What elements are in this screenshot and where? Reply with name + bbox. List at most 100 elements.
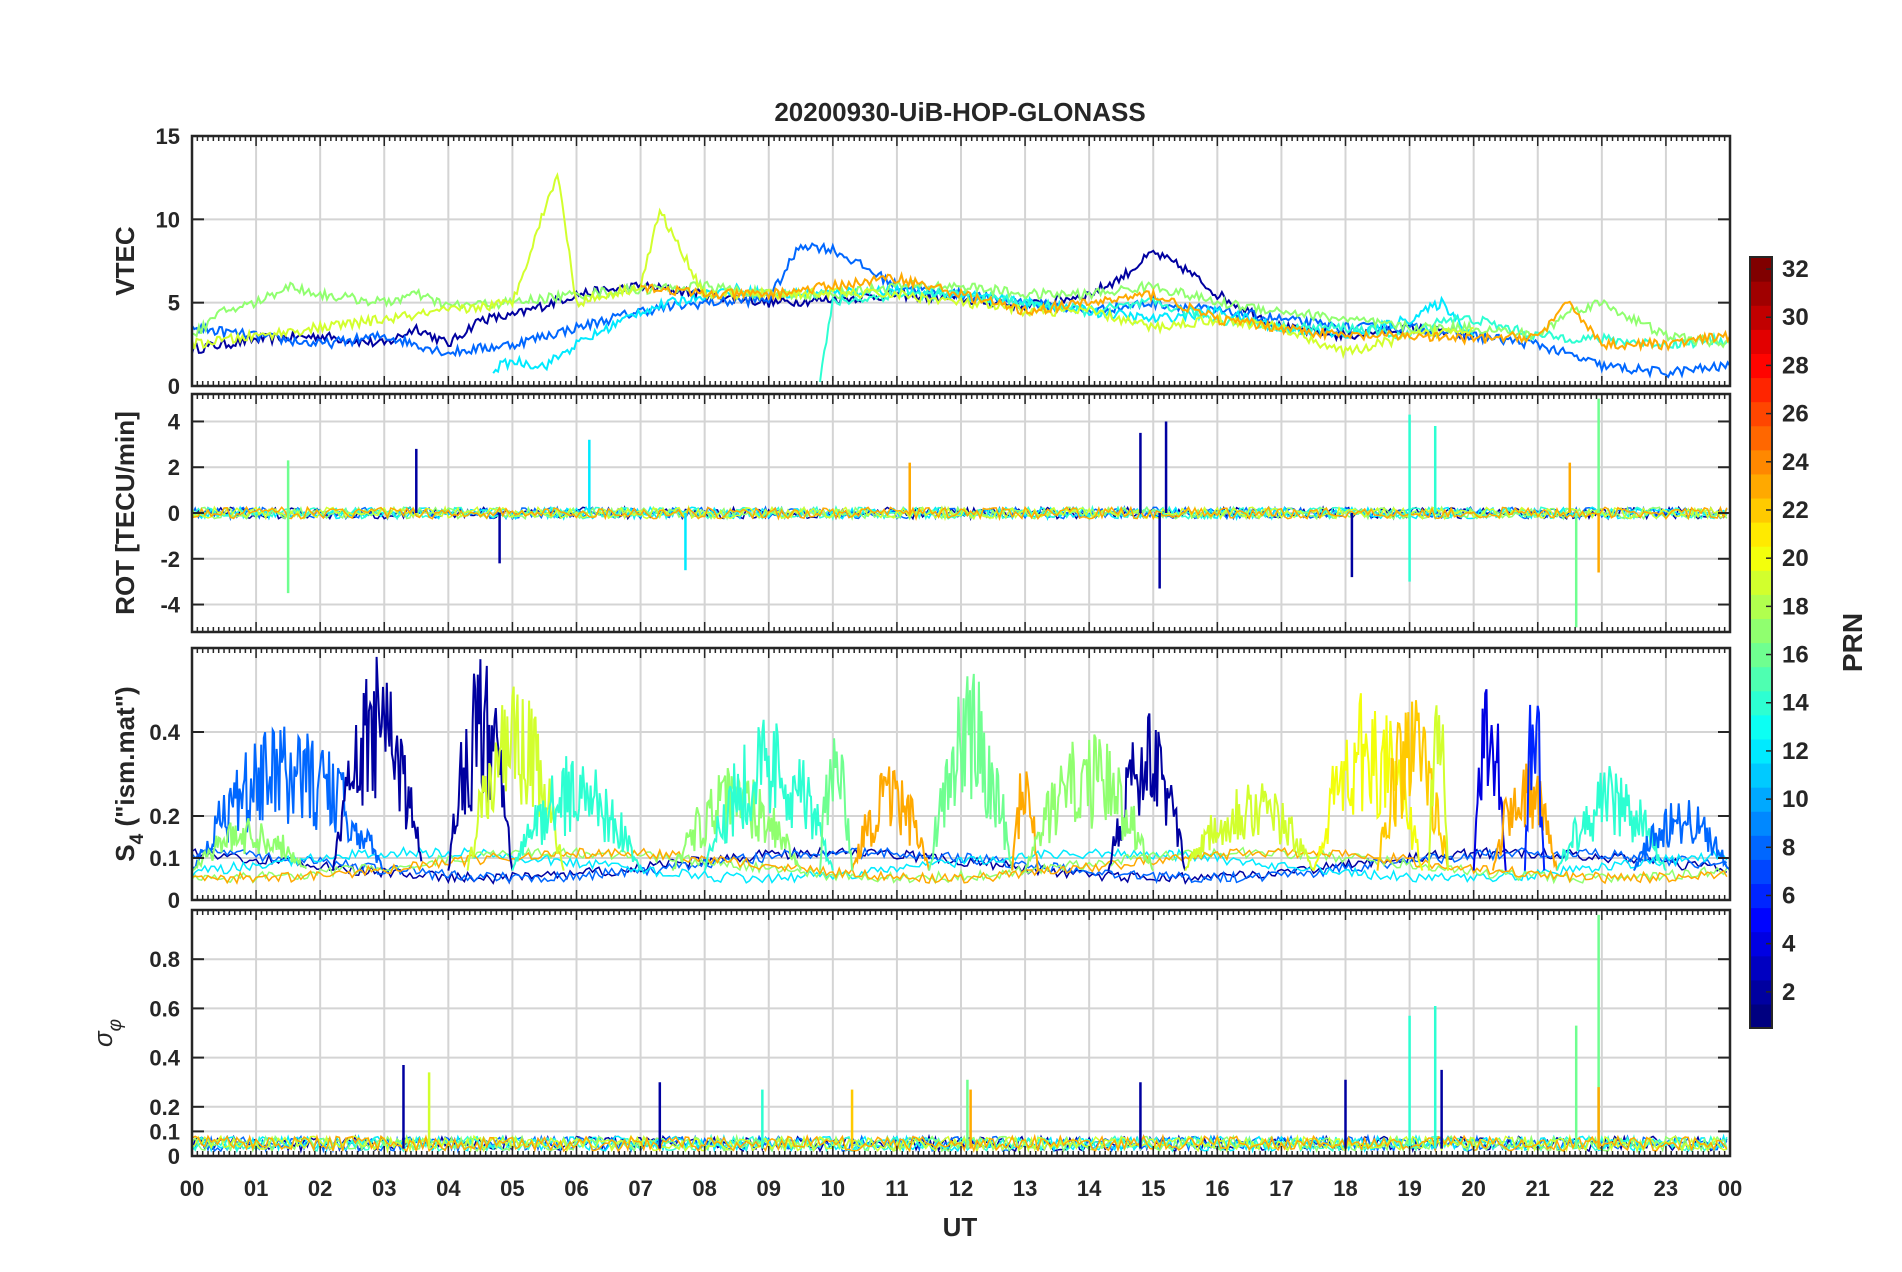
x-tick-label: 13 bbox=[1013, 1176, 1037, 1201]
burst-prn-14 bbox=[703, 719, 834, 871]
y-tick-label: 0.1 bbox=[149, 846, 180, 871]
y-tick-label: 0.6 bbox=[149, 996, 180, 1021]
x-tick-label: 19 bbox=[1397, 1176, 1421, 1201]
panel-data bbox=[192, 914, 1728, 1154]
y-label-main: σ bbox=[88, 1030, 118, 1047]
x-tick-label: 05 bbox=[500, 1176, 524, 1201]
burst-prn-19 bbox=[1427, 705, 1449, 871]
burst-prn-17 bbox=[192, 818, 307, 872]
colorbar-swatch bbox=[1750, 401, 1772, 427]
y-axis-label: ROT [TECU/min] bbox=[110, 411, 140, 615]
colorbar-tick-label: 14 bbox=[1782, 690, 1809, 717]
colorbar-tick-label: 4 bbox=[1782, 931, 1796, 958]
colorbar-swatch bbox=[1750, 666, 1772, 692]
baseline-prn-23 bbox=[192, 846, 1728, 885]
x-tick-label: 07 bbox=[628, 1176, 652, 1201]
burst-prn-23 bbox=[1011, 771, 1039, 871]
x-tick-label: 22 bbox=[1590, 1176, 1614, 1201]
noise-prn-23 bbox=[192, 505, 1728, 522]
x-tick-label: 01 bbox=[244, 1176, 268, 1201]
x-tick-label: 23 bbox=[1654, 1176, 1678, 1201]
panel-2: -4 -2 0 2 4 ROT [TECU/min] bbox=[110, 392, 1732, 634]
y-tick-label: 0.2 bbox=[149, 1095, 180, 1120]
y-tick-label: -2 bbox=[160, 547, 180, 572]
x-axis: 00 01 02 03 04 05 06 07 08 09 10 11 12 13 14 15 16 17 18 19… bbox=[180, 1176, 1742, 1201]
y-tick-label: 0.2 bbox=[149, 804, 180, 829]
burst-prn-2 bbox=[332, 656, 423, 871]
burst-prn-23 bbox=[851, 766, 930, 871]
colorbar-swatch bbox=[1750, 883, 1772, 909]
x-tick-label: 00 bbox=[1718, 1176, 1742, 1201]
panel-data bbox=[192, 171, 1730, 383]
burst-prn-23 bbox=[1491, 760, 1558, 871]
colorbar-swatch bbox=[1750, 522, 1772, 547]
x-tick-label: 18 bbox=[1333, 1176, 1357, 1201]
colorbar-tick-label: 10 bbox=[1782, 786, 1809, 813]
colorbar-swatch bbox=[1750, 955, 1772, 981]
x-tick-label: 04 bbox=[436, 1176, 461, 1201]
y-tick-label: 0 bbox=[168, 888, 180, 913]
y-label-sub: φ bbox=[105, 1019, 126, 1031]
colorbar-swatch bbox=[1750, 377, 1772, 403]
x-tick-label: 20 bbox=[1461, 1176, 1485, 1201]
burst-prn-14 bbox=[511, 756, 642, 871]
colorbar-swatch bbox=[1750, 979, 1772, 1005]
burst-prn-22 bbox=[1376, 700, 1449, 871]
noise-prn-19 bbox=[192, 504, 1727, 522]
colorbar-swatch bbox=[1750, 738, 1772, 764]
y-tick-label: 0 bbox=[168, 1144, 180, 1169]
colorbar-tick-label: 18 bbox=[1782, 593, 1809, 620]
x-axis-label: UT bbox=[943, 1212, 978, 1242]
colorbar-tick-label: 20 bbox=[1782, 545, 1809, 572]
x-tick-label: 00 bbox=[180, 1176, 204, 1201]
panel-data bbox=[192, 398, 1728, 628]
noise-prn-19 bbox=[192, 1133, 1727, 1154]
colorbar-swatch bbox=[1750, 931, 1772, 957]
colorbar-swatch bbox=[1750, 762, 1772, 788]
y-tick-label: 0 bbox=[168, 501, 180, 526]
x-tick-label: 21 bbox=[1526, 1176, 1550, 1201]
burst-prn-14 bbox=[1556, 766, 1667, 872]
y-tick-label: 10 bbox=[156, 207, 180, 232]
colorbar-tick-label: 6 bbox=[1782, 882, 1795, 909]
burst-prn-8 bbox=[1633, 800, 1730, 872]
burst-prn-19 bbox=[466, 686, 565, 871]
burst-prn-4 bbox=[1472, 688, 1507, 871]
baseline-prn-12 bbox=[192, 846, 1728, 884]
x-tick-label: 14 bbox=[1077, 1176, 1102, 1201]
colorbar-swatch bbox=[1750, 570, 1772, 595]
panel-3: 0 0.1 0.2 0.4S4 ("ism.mat") bbox=[110, 646, 1732, 913]
y-tick-label: 4 bbox=[168, 409, 181, 434]
colorbar-swatch bbox=[1750, 618, 1772, 644]
burst-prn-16 bbox=[819, 738, 854, 871]
colorbar-tick-label: 12 bbox=[1782, 738, 1809, 765]
y-tick-label: 0 bbox=[168, 374, 180, 399]
colorbar-swatch bbox=[1750, 257, 1772, 282]
colorbar-swatch bbox=[1750, 907, 1772, 933]
colorbar-tick-label: 2 bbox=[1782, 979, 1795, 1006]
colorbar-swatch bbox=[1750, 281, 1772, 306]
y-tick-label: 0.8 bbox=[149, 947, 180, 972]
colorbar-tick-label: 30 bbox=[1782, 304, 1809, 331]
colorbar-tick-label: 22 bbox=[1782, 497, 1809, 524]
colorbar-swatch bbox=[1750, 329, 1772, 354]
y-axis-label: σφ bbox=[88, 1019, 126, 1047]
colorbar-swatch bbox=[1750, 473, 1772, 499]
panel-data bbox=[192, 656, 1730, 885]
x-tick-label: 11 bbox=[885, 1176, 908, 1201]
y-axis-label: VTEC bbox=[110, 226, 140, 296]
y-label-main: S bbox=[110, 844, 140, 861]
burst-prn-2 bbox=[447, 659, 514, 871]
y-axis-label: S4 ("ism.mat") bbox=[110, 686, 148, 861]
panel-4: 00.10.2 0.4 0.6 0.8 σφ bbox=[88, 908, 1732, 1169]
colorbar-tick-label: 26 bbox=[1782, 401, 1809, 428]
burst-prn-6 bbox=[1523, 704, 1546, 871]
colorbar-swatch bbox=[1750, 835, 1772, 860]
colorbar-swatch bbox=[1750, 714, 1772, 740]
colorbar-tick-label: 28 bbox=[1782, 352, 1809, 379]
y-tick-label: 0.4 bbox=[149, 720, 180, 745]
x-tick-label: 10 bbox=[821, 1176, 845, 1201]
